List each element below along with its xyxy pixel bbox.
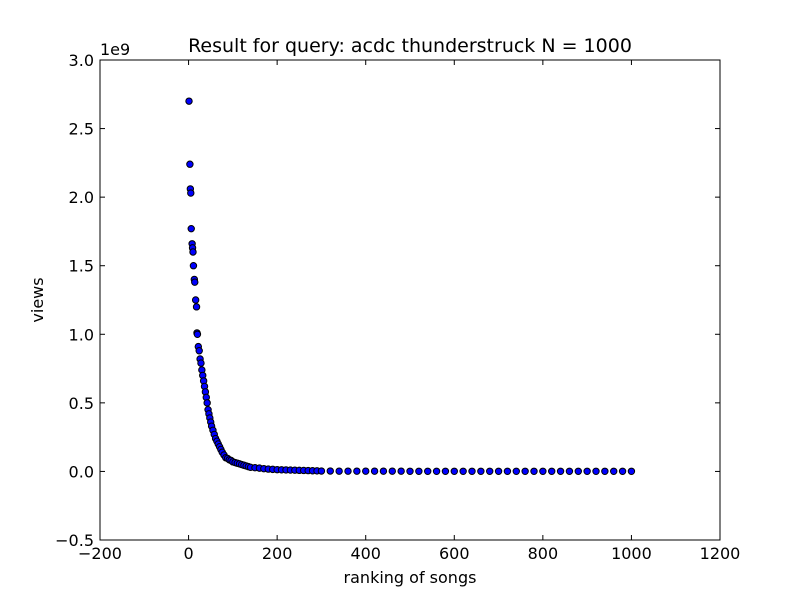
x-tick-label: 600 <box>439 544 470 563</box>
data-point <box>353 467 361 475</box>
data-point <box>195 347 203 355</box>
x-tick-label: 800 <box>528 544 559 563</box>
x-tick-label: −200 <box>78 544 122 563</box>
data-point <box>335 467 343 475</box>
data-point <box>530 467 538 475</box>
data-point <box>187 189 195 197</box>
data-point <box>521 467 529 475</box>
x-tick-label: 1200 <box>700 544 741 563</box>
data-point <box>539 467 547 475</box>
y-tick-label: 1.5 <box>69 257 94 276</box>
data-point <box>503 467 512 475</box>
data-point <box>203 399 211 407</box>
data-point <box>459 467 467 475</box>
data-point <box>379 467 388 475</box>
y-tick-label: 2.5 <box>69 120 94 139</box>
data-point <box>191 296 200 304</box>
y-axis-label: views <box>28 277 47 322</box>
data-points <box>185 97 636 475</box>
data-point <box>424 467 432 475</box>
data-point <box>548 467 556 475</box>
y-tick-label: 0.5 <box>69 394 94 413</box>
data-point <box>583 467 591 475</box>
data-point <box>432 467 441 475</box>
data-point <box>189 262 198 270</box>
data-point <box>601 467 609 475</box>
data-point <box>406 467 414 475</box>
data-point <box>565 467 574 475</box>
data-point <box>370 467 379 475</box>
x-tick-label: 0 <box>183 544 193 563</box>
x-tick-label: 400 <box>350 544 381 563</box>
y-tick-label: 3.0 <box>69 51 94 70</box>
data-point <box>326 467 334 475</box>
data-point <box>415 467 423 475</box>
data-point <box>592 467 600 475</box>
data-point <box>450 467 458 475</box>
x-tick-label: 200 <box>262 544 293 563</box>
chart-title: Result for query: acdc thunderstruck N =… <box>188 35 632 57</box>
data-point <box>193 330 202 338</box>
data-point <box>191 278 199 286</box>
x-axis-label: ranking of songs <box>344 568 477 587</box>
data-point <box>556 467 565 475</box>
y-tick-label: 2.0 <box>69 188 94 207</box>
data-point <box>468 467 476 475</box>
data-point <box>187 224 195 233</box>
data-point <box>574 467 582 475</box>
data-point <box>197 359 205 367</box>
data-point <box>441 467 450 475</box>
data-point <box>627 467 636 475</box>
data-point <box>512 467 520 475</box>
y-tick-label: 0.0 <box>69 462 94 481</box>
axis-ticks: −200 0 200 400 600 800 1000 1200 −0.5 0.0 0.5 1.0 1.… <box>55 51 740 563</box>
data-point <box>610 467 618 475</box>
data-point <box>185 97 193 105</box>
plot-frame <box>99 59 721 541</box>
data-point <box>477 467 485 475</box>
data-point <box>192 303 201 311</box>
x-tick-label: 1000 <box>611 544 652 563</box>
y-scale-label: 1e9 <box>100 40 130 59</box>
data-point <box>618 467 627 475</box>
data-point <box>362 467 370 475</box>
data-point <box>486 467 494 475</box>
data-point <box>189 248 197 256</box>
y-tick-label: 1.0 <box>69 325 94 344</box>
data-point <box>494 467 503 475</box>
y-tick-label: −0.5 <box>55 531 94 550</box>
data-point <box>317 467 326 475</box>
data-point <box>388 467 396 475</box>
data-point <box>344 467 352 475</box>
data-point <box>186 160 194 168</box>
data-point <box>397 467 405 475</box>
